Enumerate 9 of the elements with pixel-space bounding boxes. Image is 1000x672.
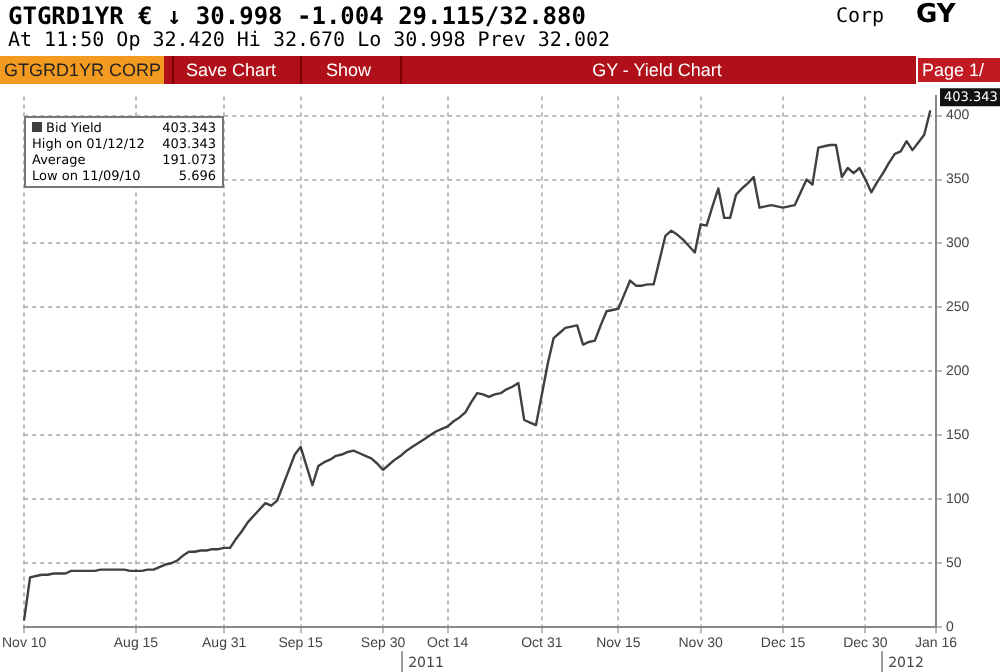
text: GY [916, 0, 956, 30]
text: GTGRD1YR € ↓ 30.998 -1.004 29.115/32.880 [8, 2, 586, 30]
text: GTGRD1YR CORP [0, 56, 164, 84]
text: Page 1/ [916, 56, 1000, 84]
text: Corp [836, 6, 885, 28]
chart-title: GY - Yield Chart [400, 56, 912, 84]
text: Save Chart [172, 56, 294, 84]
text: Show [300, 56, 402, 84]
text: At 11:50 Op 32.420 Hi 32.670 Lo 30.998 Prev 32.002 [8, 30, 611, 52]
